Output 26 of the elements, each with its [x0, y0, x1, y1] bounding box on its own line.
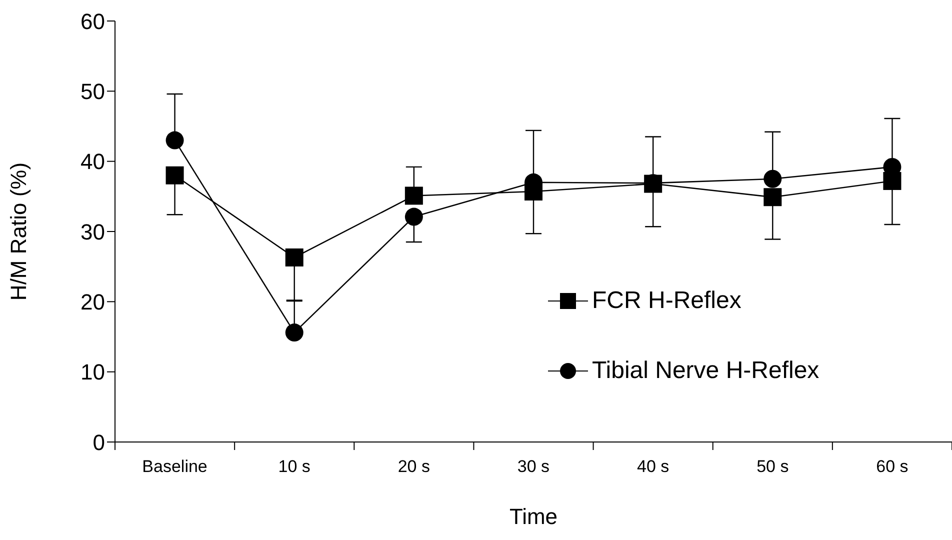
y-tick-label: 10: [80, 360, 105, 385]
y-tick-label: 30: [80, 219, 105, 244]
point: [404, 186, 423, 205]
y-tick-label: 50: [80, 78, 105, 104]
point: [285, 324, 304, 342]
legend-label: FCR H-Reflex: [592, 287, 742, 315]
x-tick-label: 30 s: [517, 457, 550, 476]
y-tick-label: 0: [92, 430, 105, 455]
y-axis-title: H/M Ratio (%): [6, 162, 31, 301]
x-tick-label: 10 s: [278, 457, 310, 476]
x-axis-title: Time: [509, 504, 558, 529]
x-tick-label: 60 s: [876, 457, 908, 476]
x-tick-label: Baseline: [142, 457, 208, 476]
y-tick-label: 20: [80, 289, 105, 314]
x-tick-label: 50 s: [756, 457, 789, 476]
point: [764, 170, 782, 188]
x-tick-label: 20 s: [398, 457, 430, 476]
point: [166, 131, 184, 150]
legend-label: Tibial Nerve H-Reflex: [592, 357, 820, 385]
y-tick-label: 40: [80, 149, 105, 174]
point: [166, 166, 184, 184]
x-tick-label: 40 s: [637, 457, 670, 476]
point: [404, 208, 423, 226]
point: [285, 248, 304, 266]
point: [764, 188, 782, 206]
y-tick-label: 60: [80, 8, 105, 34]
